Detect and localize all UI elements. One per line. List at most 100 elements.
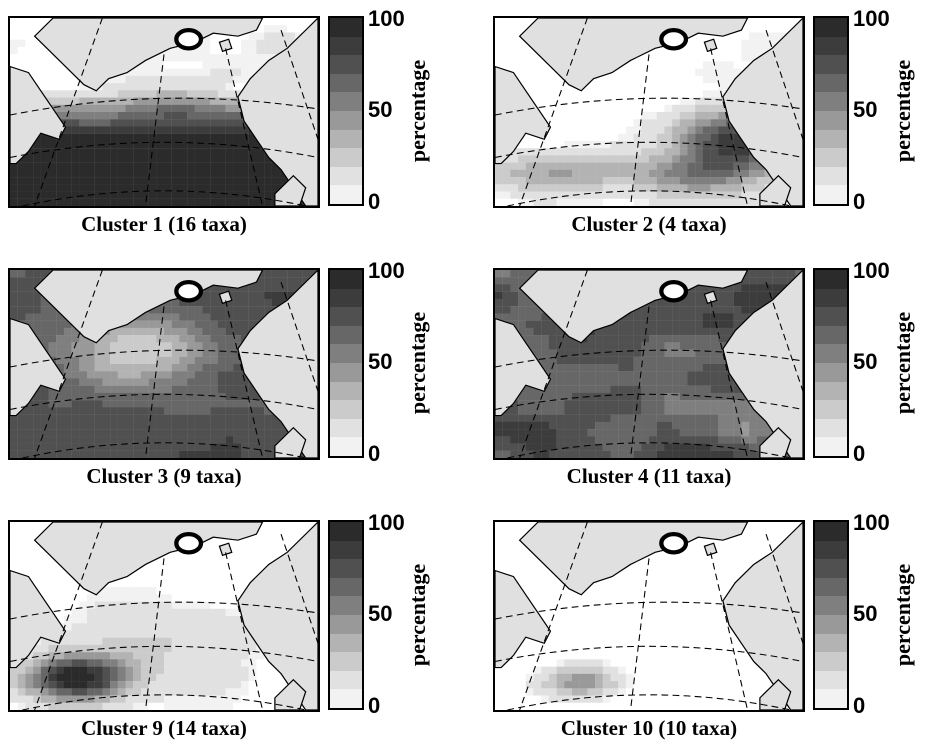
colorbar-step [330,111,362,130]
colorbar-tick-label: 0 [368,191,380,213]
colorbar-step [330,185,362,204]
colorbar-step [330,652,362,671]
colorbar-step [330,615,362,634]
colorbar-step [815,344,847,363]
colorbar-step [330,167,362,186]
colorbar-tick-label: 0 [368,443,380,465]
colorbar-step [330,578,362,597]
colorbar-tick-label: 0 [853,695,865,717]
colorbar-tick-label: 50 [853,603,877,625]
colorbar-step [815,92,847,111]
colorbar-step [330,559,362,578]
colorbar-step [330,130,362,149]
heatmap-map [493,16,805,208]
colorbar [813,16,849,206]
colorbar-step [330,270,362,289]
colorbar-title: percentage [890,564,916,666]
colorbar-tick-label: 0 [368,695,380,717]
colorbar-tick-label: 100 [368,512,405,534]
colorbar-step [815,111,847,130]
colorbar-step [815,671,847,690]
colorbar-step [815,400,847,419]
colorbar-step [815,419,847,438]
panel-caption: Cluster 10 (10 taxa) [493,716,805,740]
colorbar-tick-label: 100 [853,8,890,30]
colorbar-step [330,596,362,615]
colorbar-step [330,326,362,345]
colorbar-tick-label: 50 [853,99,877,121]
colorbar-step [330,671,362,690]
colorbar-step [815,578,847,597]
colorbar-step [815,363,847,382]
map-panel: Cluster 3 (9 taxa) 100 50 0 percentage [0,252,470,497]
panel-caption: Cluster 4 (11 taxa) [493,464,805,488]
colorbar-step [815,559,847,578]
iceland [176,534,201,552]
colorbar-step [815,541,847,560]
heatmap-map [493,520,805,712]
colorbar-title: percentage [405,60,431,162]
colorbar-step [815,167,847,186]
heatmap-map [8,520,320,712]
panel-caption: Cluster 3 (9 taxa) [8,464,320,488]
colorbar-step [815,689,847,708]
panel-caption: Cluster 1 (16 taxa) [8,212,320,236]
heatmap-map [8,268,320,460]
panel-caption: Cluster 2 (4 taxa) [493,212,805,236]
colorbar-step [815,185,847,204]
colorbar-step [330,289,362,308]
colorbar-step [330,74,362,93]
colorbar-step [815,307,847,326]
colorbar-step [815,382,847,401]
colorbar-step [815,18,847,37]
colorbar-tick-label: 100 [368,260,405,282]
colorbar-step [330,437,362,456]
colorbar-step [330,37,362,56]
colorbar-step [815,522,847,541]
colorbar-step [815,289,847,308]
colorbar-tick-label: 100 [853,260,890,282]
heatmap-map [8,16,320,208]
colorbar-step [815,37,847,56]
colorbar-step [815,615,847,634]
colorbar-title: percentage [405,564,431,666]
iceland [661,30,686,48]
colorbar-step [330,634,362,653]
colorbar-step [815,55,847,74]
panel-caption: Cluster 9 (14 taxa) [8,716,320,740]
colorbar [813,520,849,710]
colorbar-step [815,130,847,149]
colorbar-tick-label: 0 [853,191,865,213]
colorbar-step [815,652,847,671]
colorbar-step [330,18,362,37]
colorbar-step [330,400,362,419]
colorbar-step [330,92,362,111]
colorbar-step [330,541,362,560]
colorbar-step [330,382,362,401]
colorbar-step [330,419,362,438]
colorbar-step [330,55,362,74]
heatmap-map [493,268,805,460]
colorbar-title: percentage [890,312,916,414]
colorbar-step [815,634,847,653]
colorbar-title: percentage [890,60,916,162]
colorbar-step [330,344,362,363]
colorbar-tick-label: 50 [853,351,877,373]
colorbar-tick-label: 50 [368,351,392,373]
colorbar [328,268,364,458]
colorbar-tick-label: 0 [853,443,865,465]
colorbar [328,16,364,206]
colorbar-step [815,270,847,289]
iceland [661,534,686,552]
colorbar-title: percentage [405,312,431,414]
colorbar-step [815,148,847,167]
colorbar [328,520,364,710]
iceland [661,282,686,300]
colorbar-step [330,689,362,708]
colorbar-step [330,363,362,382]
iceland [176,30,201,48]
colorbar-step [330,148,362,167]
colorbar-step [815,74,847,93]
